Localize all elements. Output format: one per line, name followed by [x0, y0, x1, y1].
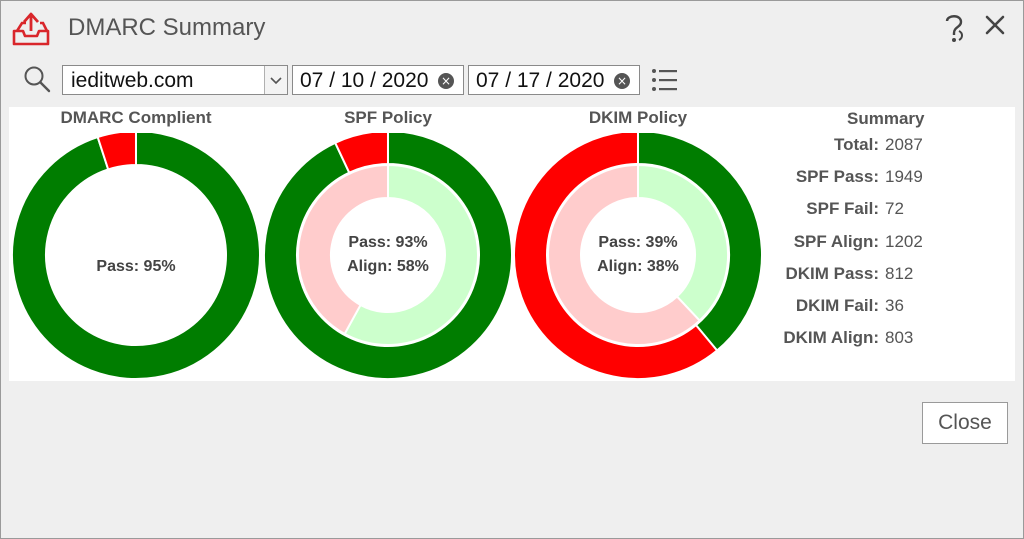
date-to-value: 07 / 17 / 2020	[476, 69, 605, 92]
date-from-value: 07 / 10 / 2020	[300, 69, 429, 92]
domain-select-value: ieditweb.com	[71, 69, 194, 92]
spf-inner-pass-segment	[343, 163, 479, 346]
dialog-title: DMARC Summary	[68, 14, 266, 41]
summary-row: DKIM Fail: 36	[749, 296, 1009, 320]
spf-center-label: Pass: 93% Align: 58%	[308, 231, 468, 279]
summary-label: Total:	[833, 135, 879, 154]
date-to-field[interactable]: 07 / 17 / 2020 ×	[468, 65, 640, 95]
summary-value: 1949	[885, 167, 923, 186]
dmarc-center-label: Pass: 95%	[56, 255, 216, 279]
dkim-inner-fail-segment	[547, 163, 702, 346]
summary-label: SPF Fail:	[806, 199, 879, 218]
chevron-down-icon	[270, 77, 282, 85]
search-icon[interactable]	[23, 65, 51, 93]
summary-value: 803	[885, 328, 914, 347]
dkim-align-text: Align: 38%	[597, 258, 679, 275]
filter-toolbar: ieditweb.com 07 / 10 / 2020 × 07 / 17 / …	[1, 61, 1023, 101]
close-button[interactable]: Close	[922, 402, 1008, 444]
dmarc-outer-pass-segment	[11, 133, 261, 380]
dropdown-button[interactable]	[264, 66, 287, 94]
summary-row: DKIM Pass: 812	[749, 264, 1009, 288]
clear-date-to-icon[interactable]: ×	[614, 73, 630, 89]
summary-row: SPF Align: 1202	[749, 232, 1009, 256]
summary-value: 1202	[885, 232, 923, 251]
summary-label: SPF Pass:	[795, 167, 879, 186]
summary-title: Summary	[847, 109, 925, 128]
dkim-pass-text: Pass: 39%	[598, 234, 678, 251]
summary-label: DKIM Pass:	[785, 264, 879, 283]
summary-row: Total: 2087	[749, 135, 1009, 159]
chart-title-dkim: DKIM Policy	[588, 108, 688, 127]
summary-value: 2087	[885, 135, 923, 154]
dkim-inner-pass-segment	[637, 163, 729, 323]
dmarc-outer-fail-segment	[96, 133, 137, 171]
summary-label: DKIM Align:	[783, 328, 879, 347]
spf-align-text: Align: 58%	[347, 258, 429, 275]
chart-title-dmarc: DMARC Complient	[60, 108, 212, 127]
list-icon[interactable]	[651, 67, 679, 93]
summary-row: SPF Fail: 72	[749, 199, 1009, 223]
spf-donut-chart	[263, 133, 513, 380]
domain-select[interactable]: ieditweb.com	[62, 65, 288, 95]
close-icon[interactable]	[983, 11, 1007, 39]
title-bar: DMARC Summary	[1, 1, 1023, 55]
summary-value: 36	[885, 296, 904, 315]
dmarc-donut-chart	[11, 133, 261, 380]
summary-row: SPF Pass: 1949	[749, 167, 1009, 191]
dmarc-pass-text: Pass: 95%	[96, 258, 176, 275]
summary-value: 72	[885, 199, 904, 218]
summary-row: DKIM Align: 803	[749, 328, 1009, 352]
summary-label: SPF Align:	[793, 232, 879, 251]
charts-panel: DMARC Complient Pass: 95% SPF Policy Pas…	[9, 107, 1015, 381]
upload-tray-icon	[12, 12, 50, 46]
spf-pass-text: Pass: 93%	[348, 234, 428, 251]
summary-label: DKIM Fail:	[795, 296, 879, 315]
summary-value: 812	[885, 264, 914, 283]
spf-inner-fail-segment	[297, 163, 389, 336]
chart-title-spf: SPF Policy	[344, 108, 432, 127]
dkim-center-label: Pass: 39% Align: 38%	[558, 231, 718, 279]
clear-date-from-icon[interactable]: ×	[438, 73, 454, 89]
date-from-field[interactable]: 07 / 10 / 2020 ×	[292, 65, 464, 95]
dkim-donut-chart	[513, 133, 763, 380]
help-icon[interactable]	[939, 11, 969, 43]
